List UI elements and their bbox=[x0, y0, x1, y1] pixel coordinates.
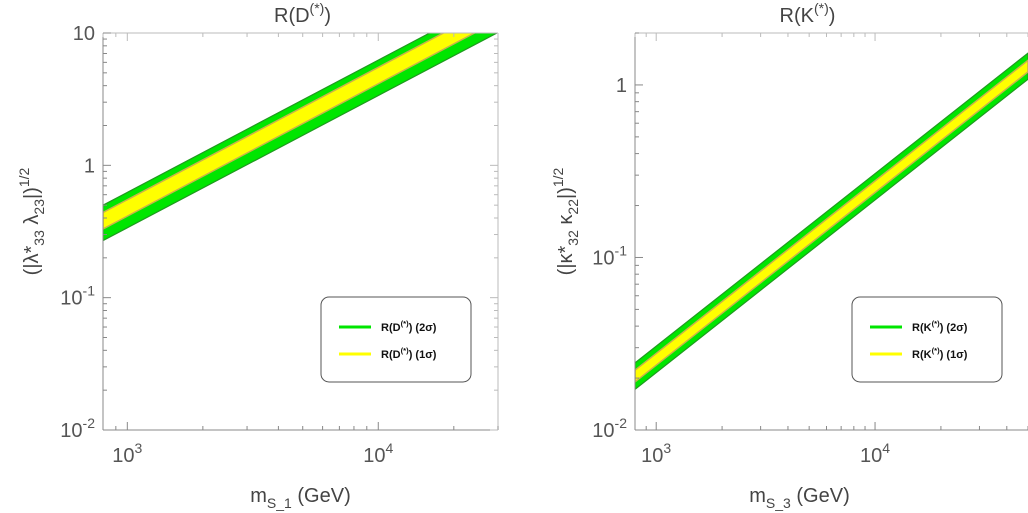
x-tick-label: 104 bbox=[363, 440, 393, 467]
plot-frame bbox=[634, 32, 1028, 431]
y-tick-label: 1 bbox=[616, 75, 627, 97]
legend: R(K(*)) (2σ) R(K(*)) (1σ) bbox=[851, 296, 1003, 383]
chart-title: R(K(*)) bbox=[780, 0, 836, 27]
chart-panel-1: 103 104 10 1 10-1 10-2 R(D(*)) mS_1 (GeV) (|λ*33… bbox=[16, 0, 499, 511]
legend-box bbox=[851, 296, 1003, 383]
y-tick-label: 1 bbox=[84, 155, 95, 177]
x-axis-label: mS_1 (GeV) bbox=[250, 485, 351, 511]
legend-label-1: R(D(*)) (2σ) bbox=[381, 319, 437, 334]
legend-label-2: R(D(*)) (1σ) bbox=[381, 346, 437, 361]
x-tick-label: 103 bbox=[112, 440, 142, 467]
y-axis-label: (|κ*32 κ22|)1/2 bbox=[550, 167, 581, 275]
y-axis-label: (|λ*33 λ23|)1/2 bbox=[16, 167, 47, 275]
legend-label-1: R(K(*)) (2σ) bbox=[912, 319, 968, 334]
y-tick-label: 10-1 bbox=[592, 242, 627, 269]
y-tick-label: 10-2 bbox=[60, 415, 95, 442]
x-axis-label: mS_3 (GeV) bbox=[749, 485, 850, 511]
band-1sigma bbox=[103, 33, 477, 230]
x-tick-label: 104 bbox=[860, 440, 890, 467]
legend-box bbox=[320, 296, 472, 383]
bands bbox=[635, 52, 1028, 391]
y-tick-label: 10-1 bbox=[60, 283, 95, 310]
x-tick-label: 103 bbox=[641, 440, 671, 467]
plot-frame bbox=[102, 32, 499, 431]
band-2sigma bbox=[103, 33, 498, 242]
legend-label-2: R(K(*)) (1σ) bbox=[912, 346, 968, 361]
y-tick-label: 10-2 bbox=[592, 415, 627, 442]
band-1sigma bbox=[635, 59, 1028, 383]
bands bbox=[103, 33, 498, 242]
chart-panel-2: 103 104 1 10-1 10-2 R(K(*)) mS_3 (GeV) (|κ*32 κ… bbox=[550, 0, 1028, 511]
chart-title: R(D(*)) bbox=[274, 0, 331, 27]
legend: R(D(*)) (2σ) R(D(*)) (1σ) bbox=[320, 296, 472, 383]
y-tick-label: 10 bbox=[73, 23, 95, 45]
